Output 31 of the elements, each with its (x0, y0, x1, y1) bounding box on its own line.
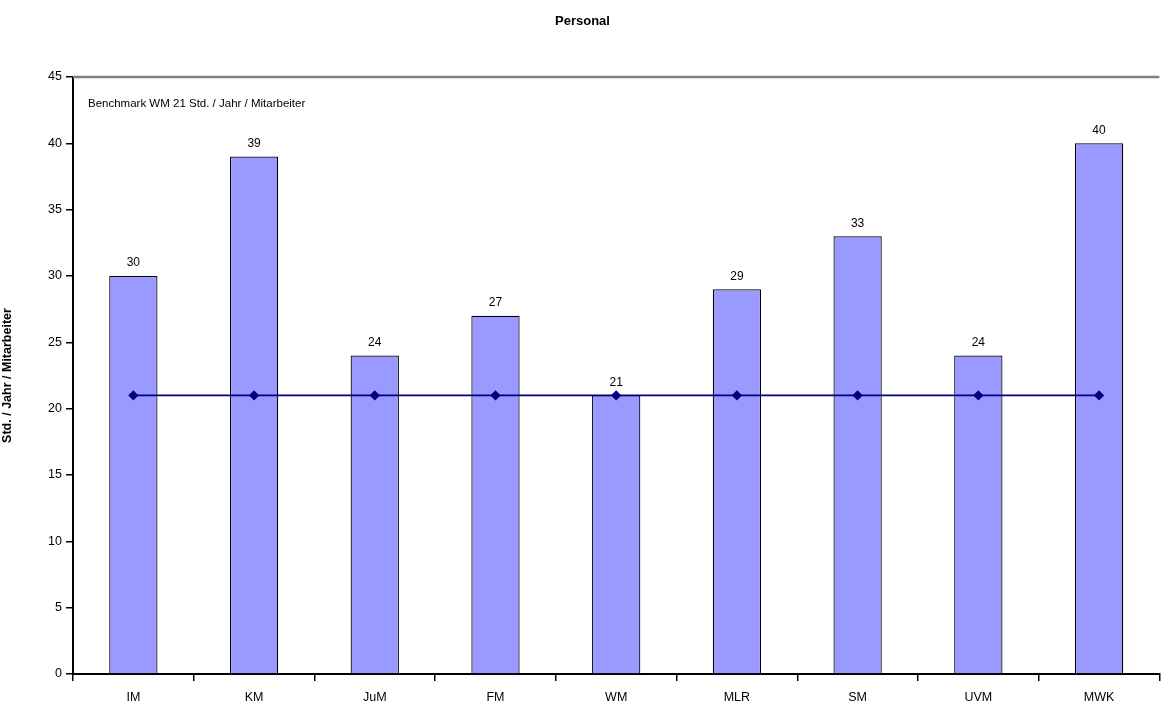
data-label: 24 (971, 334, 986, 349)
x-tick-label: IM (126, 689, 141, 704)
y-tick-label: 10 (48, 533, 63, 548)
x-tick-label: JuM (362, 689, 387, 704)
y-tick-label: 40 (48, 135, 63, 150)
y-tick-label: 0 (55, 666, 63, 681)
x-tick-label: WM (605, 689, 628, 704)
x-tick-label: FM (486, 689, 505, 704)
data-label: 40 (1092, 122, 1107, 137)
data-label: 39 (247, 135, 262, 150)
y-tick-label: 45 (48, 69, 63, 84)
y-tick-label: 25 (48, 334, 63, 349)
annotation: Benchmark WM 21 Std. / Jahr / Mitarbeiter (88, 97, 306, 110)
y-tick-label: 15 (48, 467, 63, 482)
x-tick-label: MWK (1083, 689, 1115, 704)
x-tick-label: SM (848, 689, 867, 704)
data-label: 29 (730, 268, 744, 283)
x-tick-label: KM (244, 689, 264, 704)
x-tick-label: MLR (723, 689, 751, 704)
y-tick-label: 5 (55, 600, 63, 615)
y-axis-title: Std. / Jahr / Mitarbeiter (0, 307, 14, 443)
y-tick-label: 35 (48, 202, 63, 217)
data-label: 24 (368, 334, 382, 349)
data-label: 33 (850, 215, 865, 230)
data-label: 30 (126, 255, 141, 270)
chart-title: Personal (555, 13, 610, 29)
y-tick-label: 30 (48, 268, 63, 283)
x-tick-label: UVM (964, 689, 993, 704)
y-tick-label: 20 (48, 401, 63, 416)
data-label: 27 (488, 295, 503, 310)
data-label: 21 (609, 374, 624, 389)
